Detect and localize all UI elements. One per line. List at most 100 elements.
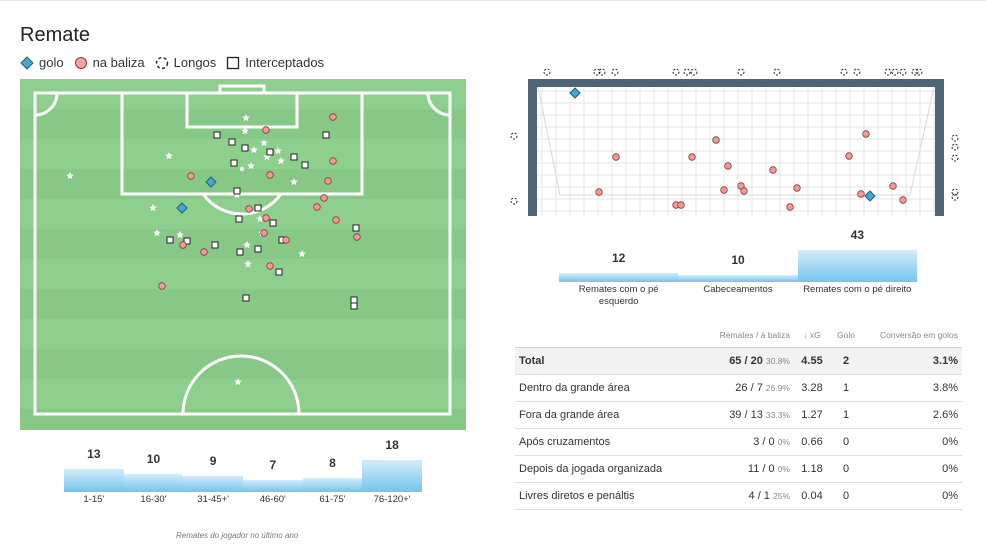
- shot-marker-long[interactable]: [840, 68, 848, 76]
- shot-marker-on-target[interactable]: [845, 152, 853, 160]
- shot-marker-goal[interactable]: [176, 202, 188, 214]
- shot-marker-blocked[interactable]: [230, 159, 238, 167]
- shot-marker-blocked[interactable]: [266, 148, 274, 156]
- table-row[interactable]: Dentro da grande área 26 / 7 26.9% 3.28 1 3.…: [515, 374, 962, 402]
- shot-marker-on-target[interactable]: [179, 241, 187, 249]
- shot-marker-blocked[interactable]: [166, 236, 174, 244]
- col-shots-header[interactable]: Remates / à baliza: [719, 330, 790, 340]
- shot-marker-goal[interactable]: [205, 176, 217, 188]
- shot-marker-on-target[interactable]: [889, 182, 897, 190]
- shot-marker-on-target[interactable]: [324, 177, 332, 185]
- shot-marker-long[interactable]: [853, 68, 861, 76]
- legend-item-long[interactable]: Longos: [155, 55, 216, 70]
- shot-marker-long[interactable]: [951, 193, 959, 201]
- shot-marker-on-target[interactable]: [245, 205, 253, 213]
- shot-marker-on-target[interactable]: [740, 187, 748, 195]
- shot-marker-on-target[interactable]: [862, 130, 870, 138]
- shot-marker-blocked[interactable]: [254, 245, 262, 253]
- shot-marker-on-target[interactable]: [329, 113, 337, 121]
- shot-marker-on-target[interactable]: [266, 262, 274, 270]
- shot-marker-on-target[interactable]: [200, 248, 208, 256]
- shot-type-bar[interactable]: 10 Cabeceamentos: [678, 230, 798, 295]
- shot-marker-long[interactable]: [543, 68, 551, 76]
- shot-time-bar[interactable]: 18 76-120+': [362, 438, 422, 505]
- shot-marker-blocked[interactable]: [301, 161, 309, 169]
- shot-marker-long[interactable]: [951, 143, 959, 151]
- shot-marker-long[interactable]: [593, 68, 601, 76]
- shot-marker-on-target[interactable]: [899, 196, 907, 204]
- shot-time-bar[interactable]: 10 16-30': [123, 440, 184, 505]
- shot-marker-long[interactable]: [683, 68, 691, 76]
- shot-type-bar[interactable]: 43 Remates com o pé direito: [797, 228, 917, 295]
- shot-marker-long[interactable]: [951, 154, 959, 162]
- shot-marker-on-target[interactable]: [262, 214, 270, 222]
- shot-marker-on-target[interactable]: [612, 153, 620, 161]
- legend-item-goal[interactable]: golo: [20, 55, 64, 70]
- shot-marker-on-target[interactable]: [353, 233, 361, 241]
- shot-marker-blocked[interactable]: [322, 131, 330, 139]
- table-row[interactable]: Total 65 / 20 30.8% 4.55 2 3.1%: [515, 347, 962, 375]
- shot-marker-blocked[interactable]: [183, 237, 191, 245]
- shot-marker-long[interactable]: [690, 68, 698, 76]
- shot-marker-blocked[interactable]: [254, 204, 262, 212]
- shot-marker-long[interactable]: [911, 68, 919, 76]
- shot-marker-on-target[interactable]: [786, 203, 794, 211]
- shot-marker-on-target[interactable]: [857, 190, 865, 198]
- shot-marker-on-target[interactable]: [260, 229, 268, 237]
- shot-marker-long[interactable]: [773, 68, 781, 76]
- shot-marker-long[interactable]: [510, 132, 518, 140]
- col-goals-header[interactable]: Golo: [837, 330, 855, 340]
- shot-marker-on-target[interactable]: [187, 172, 195, 180]
- shot-time-bar[interactable]: 7 46-60': [242, 440, 303, 505]
- shot-marker-goal[interactable]: [569, 87, 581, 99]
- legend-item-on-target[interactable]: na baliza: [74, 55, 145, 70]
- shot-marker-blocked[interactable]: [350, 302, 358, 310]
- shot-marker-long[interactable]: [510, 197, 518, 205]
- shot-marker-on-target[interactable]: [262, 126, 270, 134]
- shot-marker-blocked[interactable]: [290, 153, 298, 161]
- table-row[interactable]: Após cruzamentos 3 / 0 0% 0.66 0 0%: [515, 428, 962, 456]
- shot-marker-on-target[interactable]: [320, 194, 328, 202]
- shot-marker-blocked[interactable]: [213, 131, 221, 139]
- shot-type-bar[interactable]: 12 Remates com o pé esquerdo: [559, 230, 679, 307]
- shot-marker-on-target[interactable]: [720, 186, 728, 194]
- shot-marker-long[interactable]: [915, 68, 923, 76]
- col-conversion-header[interactable]: Conversão em golos: [880, 330, 958, 340]
- shot-marker-long[interactable]: [611, 68, 619, 76]
- legend-item-blocked[interactable]: Interceptados: [226, 55, 324, 70]
- shot-marker-blocked[interactable]: [211, 241, 219, 249]
- shot-marker-on-target[interactable]: [677, 201, 685, 209]
- shot-marker-on-target[interactable]: [688, 153, 696, 161]
- shot-marker-on-target[interactable]: [793, 184, 801, 192]
- shot-marker-blocked[interactable]: [235, 215, 243, 223]
- shot-marker-blocked[interactable]: [241, 144, 249, 152]
- shot-marker-on-target[interactable]: [724, 162, 732, 170]
- shot-marker-on-target[interactable]: [266, 171, 274, 179]
- shot-marker-goal[interactable]: [864, 190, 876, 202]
- table-row[interactable]: Livres diretos e penáltis 4 / 1 25% 0.04 0 0…: [515, 482, 962, 510]
- shot-marker-long[interactable]: [737, 68, 745, 76]
- shot-marker-on-target[interactable]: [282, 236, 290, 244]
- shot-marker-blocked[interactable]: [242, 294, 250, 302]
- shot-marker-long[interactable]: [598, 68, 606, 76]
- shot-marker-long[interactable]: [672, 68, 680, 76]
- table-row[interactable]: Depois da jogada organizada 11 / 0 0% 1.18…: [515, 455, 962, 483]
- shot-marker-blocked[interactable]: [236, 248, 244, 256]
- shot-marker-on-target[interactable]: [712, 136, 720, 144]
- shot-marker-on-target[interactable]: [595, 188, 603, 196]
- shot-time-bar[interactable]: 9 31-45+': [183, 440, 243, 505]
- shot-marker-blocked[interactable]: [233, 187, 241, 195]
- shot-marker-on-target[interactable]: [332, 216, 340, 224]
- shot-marker-blocked[interactable]: [269, 219, 277, 227]
- shot-marker-on-target[interactable]: [329, 157, 337, 165]
- shot-marker-long[interactable]: [891, 68, 899, 76]
- shot-marker-long[interactable]: [884, 68, 892, 76]
- shot-marker-long[interactable]: [899, 68, 907, 76]
- col-xg-header[interactable]: ↓ xG: [803, 330, 821, 340]
- shot-time-bar[interactable]: 8 61-75': [302, 440, 363, 505]
- table-row[interactable]: Fora da grande área 39 / 13 33.3% 1.27 1 2.6…: [515, 401, 962, 429]
- shot-marker-on-target[interactable]: [158, 282, 166, 290]
- shot-marker-long[interactable]: [951, 188, 959, 196]
- shot-marker-blocked[interactable]: [275, 268, 283, 276]
- shot-marker-blocked[interactable]: [352, 224, 360, 232]
